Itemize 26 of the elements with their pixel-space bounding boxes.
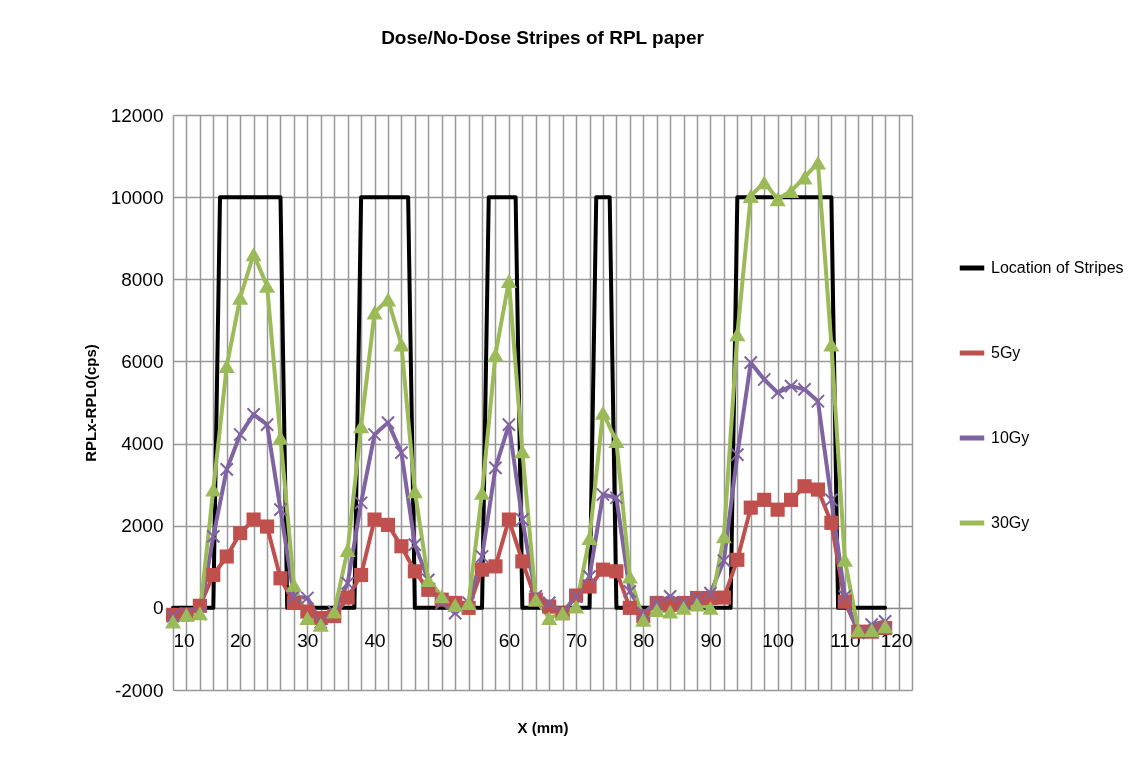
y-tick-label: 8000 <box>121 268 164 290</box>
y-tick-label: 12000 <box>110 104 164 126</box>
x-tick-label: 30 <box>297 630 319 652</box>
legend-label: 5Gy <box>991 344 1021 361</box>
y-tick-label: 10000 <box>110 186 164 208</box>
x-tick-label: 50 <box>431 630 453 652</box>
y-tick-label: 4000 <box>121 433 164 455</box>
x-tick-label: 70 <box>566 630 588 652</box>
x-axis-title: X (mm) <box>517 718 569 736</box>
x-tick-label: 40 <box>364 630 386 652</box>
y-tick-label: 2000 <box>121 515 164 537</box>
x-tick-label: 90 <box>700 630 722 652</box>
y-tick-label: -2000 <box>114 679 164 701</box>
y-tick-label: 0 <box>152 597 164 619</box>
x-tick-label: 10 <box>173 630 195 652</box>
x-tick-label: 100 <box>762 630 794 652</box>
x-tick-label: 20 <box>230 630 252 652</box>
legend-label: 30Gy <box>991 514 1030 531</box>
legend-label: Location of Stripes <box>991 259 1124 276</box>
legend-label: 10Gy <box>991 429 1030 446</box>
x-tick-label: 80 <box>633 630 655 652</box>
y-tick-label: 6000 <box>121 350 164 372</box>
chart-title: Dose/No-Dose Stripes of RPL paper <box>381 27 705 48</box>
x-tick-label: 60 <box>498 630 520 652</box>
y-axis-title: RPLx-RPL0(cps) <box>81 344 99 462</box>
x-tick-label: 120 <box>880 630 913 652</box>
